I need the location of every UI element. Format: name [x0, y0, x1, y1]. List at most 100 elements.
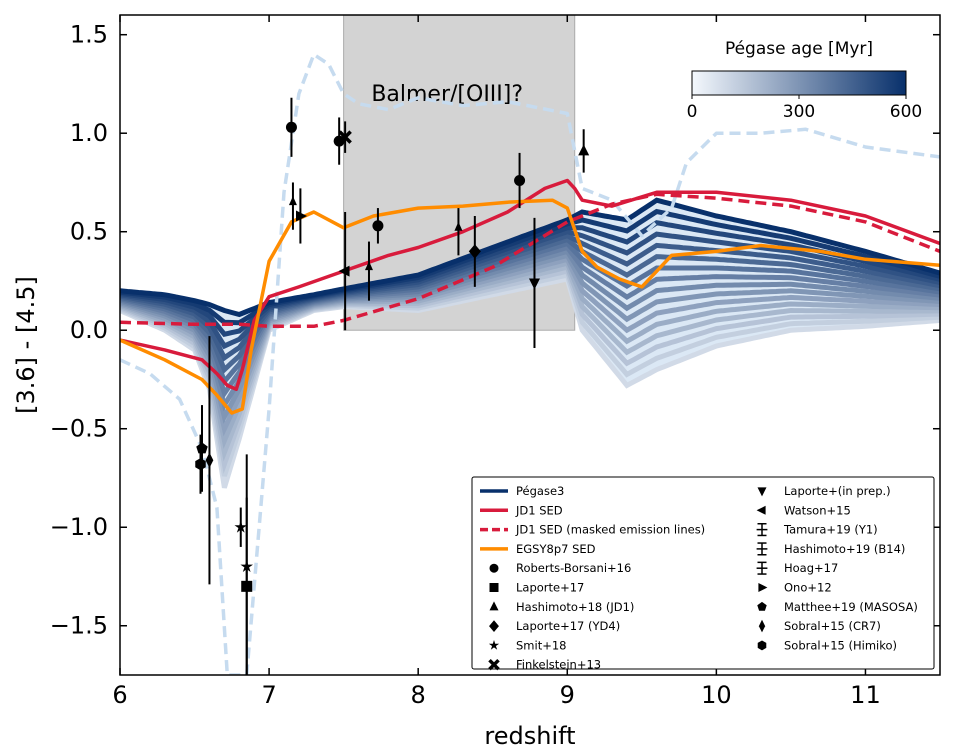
legend-label: Matthee+19 (MASOSA): [784, 600, 918, 614]
legend-label: Laporte+17: [516, 581, 584, 595]
legend-entry: EGSY8p7 SED: [480, 542, 596, 556]
legend-label: Finkelstein+13: [516, 658, 601, 672]
legend-box: [471, 476, 935, 670]
legend-label: Pégase3: [516, 484, 564, 498]
legend-marker: [756, 523, 768, 537]
colorbar: [691, 70, 907, 96]
x-tick-label: 7: [261, 681, 276, 709]
series-line-p-gase3-young-dashed-: [120, 52, 940, 675]
data-point-triangle-down: [528, 217, 540, 348]
y-tick-label: −0.5: [50, 415, 108, 443]
data-point-thin-diamond: [205, 336, 214, 585]
legend-entry: Hashimoto+19 (B14): [756, 542, 905, 556]
x-tick-label: 9: [560, 681, 575, 709]
legend-marker: [489, 601, 499, 611]
data-marker: [578, 144, 590, 156]
data-point-diamond: [468, 215, 481, 287]
legend-marker: [757, 640, 767, 651]
y-tick-label: 1.5: [70, 21, 108, 49]
x-tick-label: 8: [411, 681, 426, 709]
pegase-age-curve: [120, 197, 940, 318]
lower-limit-arrow: [454, 221, 463, 231]
y-tick-label: 1.0: [70, 119, 108, 147]
data-point-pentagon: [196, 405, 208, 492]
colorbar-title: Pégase age [Myr]: [725, 39, 873, 59]
y-tick-label: −1.0: [50, 513, 108, 541]
legend-label: Ono+12: [784, 581, 832, 595]
legend-label: Sobral+15 (CR7): [784, 619, 881, 633]
series-line-egsy8p7-sed: [120, 198, 940, 415]
legend-entry: Tamura+19 (Y1): [756, 523, 878, 537]
data-marker: [514, 174, 526, 186]
data-point-cross: [338, 121, 352, 153]
data-marker: [240, 560, 254, 572]
data-point-errbar: [364, 241, 373, 301]
legend-entry: Watson+15: [756, 503, 851, 517]
legend-label: JD1 SED (masked emission lines): [515, 523, 705, 537]
data-point-circle: [372, 208, 384, 244]
legend-entry: Laporte+(in prep.): [757, 484, 891, 498]
data-marker: [296, 210, 307, 222]
legend-label: EGSY8p7 SED: [516, 542, 596, 556]
legend-label: Smit+18: [516, 638, 566, 652]
lower-limit-arrow: [288, 196, 297, 206]
legend-label: Hashimoto+19 (B14): [784, 542, 905, 556]
colorbar-tick-label: 0: [687, 102, 698, 122]
legend-label: JD1 SED: [515, 503, 563, 517]
colorbar-tick-label: 600: [890, 102, 922, 122]
data-marker: [196, 442, 208, 454]
legend-marker: [758, 619, 766, 633]
legend-marker: [756, 505, 766, 515]
data-marker: [338, 130, 352, 144]
x-tick-label: 11: [850, 681, 881, 709]
legend-label: Sobral+15 (Himiko): [784, 638, 897, 652]
legend-marker: [489, 620, 499, 632]
legend-marker: [757, 601, 767, 611]
pegase-age-curve: [120, 240, 940, 387]
data-point-hexagon: [195, 434, 206, 494]
lower-limit-arrow: [364, 261, 373, 271]
legend-entry: Laporte+17 (YD4): [489, 619, 620, 633]
x-tick-label: 10: [701, 681, 732, 709]
legend-entry: Pégase3: [480, 484, 564, 498]
legend-label: Laporte+17 (YD4): [516, 619, 620, 633]
legend-entry: Laporte+17: [489, 581, 584, 595]
legend-label: Hashimoto+18 (JD1): [516, 600, 634, 614]
legend-entry: Smit+18: [488, 638, 566, 652]
pegase-age-curve: [120, 208, 940, 326]
colorbar-tick-label: 300: [783, 102, 815, 122]
legend-label: Laporte+(in prep.): [784, 484, 891, 498]
data-point-circle: [514, 152, 526, 209]
legend-entry: Roberts-Borsani+16: [489, 561, 631, 575]
data-marker: [205, 452, 214, 468]
legend-entry: Ono+12: [758, 581, 832, 595]
data-point-star: [240, 454, 254, 675]
legend-marker: [756, 561, 768, 575]
y-tick-label: 0.5: [70, 218, 108, 246]
legend-label: Roberts-Borsani+16: [516, 561, 631, 575]
plot-frame: [119, 14, 941, 676]
legend-entry: Sobral+15 (CR7): [758, 619, 881, 633]
pegase-band-fill: [120, 200, 940, 488]
legend-entry: Hashimoto+18 (JD1): [489, 600, 634, 614]
data-point-errbar: [454, 208, 463, 256]
y-tick-label: −1.5: [50, 612, 108, 640]
series-line-jd1-sed-masked-emission-lines-: [120, 192, 940, 329]
legend-marker: [489, 583, 499, 592]
data-point-errbar: [288, 182, 297, 230]
legend-entry: Matthee+19 (MASOSA): [757, 600, 918, 614]
series-line-jd1-sed: [120, 178, 940, 392]
data-marker: [285, 121, 297, 133]
data-marker: [372, 220, 384, 232]
y-tick-label: 0.0: [70, 316, 108, 344]
data-point-star: [234, 507, 248, 547]
data-point-triangle-up: [578, 129, 590, 173]
legend-marker: [489, 563, 499, 573]
legend-entry: Hoag+17: [756, 561, 838, 575]
legend-entry: JD1 SED (masked emission lines): [480, 523, 705, 537]
data-marker: [195, 458, 206, 471]
legend-entry: Sobral+15 (Himiko): [757, 638, 897, 652]
x-tick-label: 6: [112, 681, 127, 709]
legend-marker: [488, 640, 500, 650]
